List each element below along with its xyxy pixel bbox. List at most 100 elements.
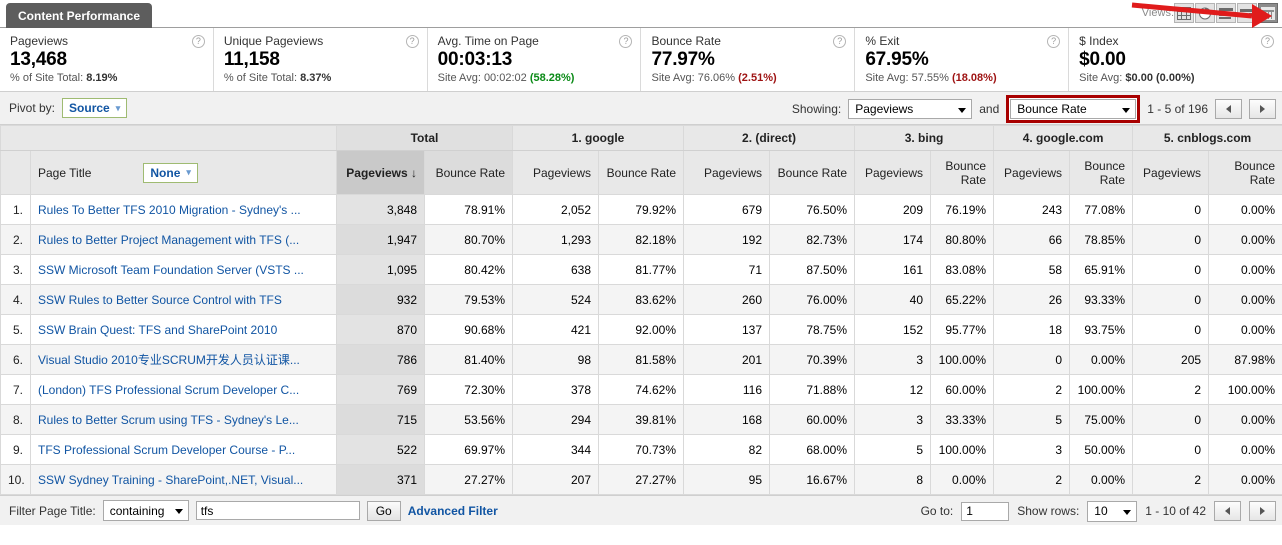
tab-label: Content Performance	[18, 9, 141, 23]
help-icon[interactable]: ?	[619, 35, 633, 48]
page-title-link[interactable]: SSW Brain Quest: TFS and SharePoint 2010	[38, 322, 278, 337]
table-view-icon[interactable]	[1174, 3, 1194, 23]
cell-cnblogs-com-pageviews: 0	[1132, 284, 1210, 315]
metric1-select[interactable]: Pageviews	[848, 98, 973, 119]
page-title-link[interactable]: SSW Rules to Better Source Control with …	[38, 292, 282, 307]
metric-title: Unique Pageviews	[223, 34, 324, 48]
cell-google-com-pageviews: 58	[993, 254, 1071, 285]
header-direct-bounce-rate[interactable]: Bounce Rate	[769, 150, 856, 195]
footer-range-text: 1 - 10 of 42	[1145, 504, 1206, 518]
showing-group: Showing: Pageviews and Bounce Rate 1 - 5…	[792, 92, 1276, 125]
metric-subtext: Site Avg: 76.06% (2.51%)	[651, 71, 844, 85]
header-bing-pageviews[interactable]: Pageviews	[854, 150, 932, 195]
cell-google-com-bounce-rate: 78.85%	[1069, 224, 1134, 255]
views-label: Views:	[1141, 7, 1174, 19]
cell-google-com-pageviews: 2	[993, 464, 1071, 495]
cell-direct-bounce-rate: 76.50%	[769, 194, 856, 225]
cell-bing-pageviews: 12	[854, 374, 932, 405]
advanced-filter-link[interactable]: Advanced Filter	[407, 503, 498, 518]
page-title-link[interactable]: (London) TFS Professional Scrum Develope…	[38, 382, 300, 397]
chevron-down-icon	[958, 107, 967, 113]
page-title-link[interactable]: Visual Studio 2010专业SCRUM开发人员认证课...	[38, 353, 300, 367]
cell-bing-bounce-rate: 33.33%	[930, 404, 995, 435]
footer-next-button[interactable]	[1249, 501, 1276, 521]
comparison-view-icon[interactable]	[1237, 3, 1257, 23]
cell-google-com-pageviews: 3	[993, 434, 1071, 465]
header-google-com-bounce-rate[interactable]: Bounce Rate	[1069, 150, 1134, 195]
secondary-dimension-value: None	[150, 165, 181, 180]
cell-total-bounce-rate: 90.68%	[424, 314, 513, 345]
cell-bing-pageviews: 3	[854, 404, 932, 435]
header-google-pageviews[interactable]: Pageviews	[512, 150, 599, 195]
tab-content-performance[interactable]: Content Performance	[6, 3, 153, 28]
cell-google-bounce-rate: 82.18%	[597, 224, 685, 255]
table-row: 5. SSW Brain Quest: TFS and SharePoint 20…	[0, 314, 1282, 345]
metric-subtext: % of Site Total: 8.37%	[224, 71, 417, 85]
page-title-link[interactable]: Rules to Better Project Management with …	[38, 232, 300, 247]
cell-direct-bounce-rate: 70.39%	[769, 344, 856, 375]
bar-performance-view-icon[interactable]	[1216, 3, 1236, 23]
cell-total-pageviews: 715	[336, 404, 425, 435]
cell-google-com-bounce-rate: 65.91%	[1069, 254, 1134, 285]
header-google-bounce-rate[interactable]: Bounce Rate	[597, 150, 685, 195]
cell-direct-bounce-rate: 68.00%	[769, 434, 856, 465]
pivot-view-icon[interactable]	[1258, 3, 1278, 23]
metric-title: $ Index	[1079, 34, 1119, 48]
cell-total-bounce-rate: 78.91%	[424, 194, 513, 225]
help-icon[interactable]: ?	[1047, 35, 1061, 48]
cell-total-bounce-rate: 79.53%	[424, 284, 513, 315]
metric-sub-value: 8.37%	[300, 72, 332, 84]
header-cnblogs-com-bounce-rate[interactable]: Bounce Rate	[1208, 150, 1282, 195]
page-title-link[interactable]: Rules to Better Scrum using TFS - Sydney…	[38, 412, 299, 427]
filter-text-input[interactable]	[195, 501, 360, 520]
footer-prev-button[interactable]	[1214, 501, 1241, 521]
metric2-select[interactable]: Bounce Rate	[1010, 98, 1137, 119]
header-total-pageviews[interactable]: Pageviews ↓	[336, 150, 425, 195]
cell-google-pageviews: 378	[512, 374, 599, 405]
pivot-next-button[interactable]	[1249, 98, 1276, 119]
arrow-left-icon	[1226, 104, 1231, 113]
cell-google-com-pageviews: 26	[993, 284, 1071, 315]
page-title-link[interactable]: Rules To Better TFS 2010 Migration - Syd…	[38, 202, 301, 217]
report-tab-strip: Content Performance Views:	[0, 0, 1282, 28]
filter-mode-select[interactable]: containing	[102, 500, 189, 521]
header-google-com-pageviews[interactable]: Pageviews	[993, 150, 1071, 195]
metric-value: 00:03:13	[437, 49, 513, 70]
show-rows-value: 10	[1094, 504, 1108, 518]
page-title-link[interactable]: SSW Sydney Training - SharePoint,.NET, V…	[38, 472, 304, 487]
metric-subtext: Site Avg: $0.00 (0.00%)	[1079, 71, 1272, 85]
table-row: 7. (London) TFS Professional Scrum Develo…	[0, 374, 1282, 405]
header-direct-pageviews[interactable]: Pageviews	[683, 150, 771, 195]
page-title-link[interactable]: TFS Professional Scrum Developer Course …	[38, 442, 296, 457]
cell-google-com-bounce-rate: 0.00%	[1069, 344, 1134, 375]
cell-direct-bounce-rate: 82.73%	[769, 224, 856, 255]
help-icon[interactable]: ?	[833, 35, 847, 48]
pivot-prev-button[interactable]	[1215, 98, 1242, 119]
metric-subtext: % of Site Total: 8.19%	[10, 71, 203, 85]
secondary-dimension-select[interactable]: None ▾	[143, 162, 198, 183]
group-header-direct: 2. (direct)	[683, 125, 856, 151]
page-title-link[interactable]: SSW Microsoft Team Foundation Server (VS…	[38, 262, 304, 277]
filter-go-button[interactable]: Go	[366, 500, 401, 521]
header-cnblogs-com-pageviews[interactable]: Pageviews	[1132, 150, 1210, 195]
chevron-down-icon	[174, 509, 183, 514]
header-total-bounce-rate[interactable]: Bounce Rate	[424, 150, 513, 195]
group-header-row: Total 1. google 2. (direct) 3. bing 4. g…	[0, 125, 1282, 151]
metric-sub-value: 00:02:02	[483, 72, 527, 84]
header-bing-bounce-rate[interactable]: Bounce Rate	[930, 150, 995, 195]
help-icon[interactable]: ?	[1260, 35, 1274, 48]
cell-cnblogs-com-bounce-rate: 0.00%	[1208, 284, 1282, 315]
cell-bing-bounce-rate: 80.80%	[930, 224, 995, 255]
help-icon[interactable]: ?	[191, 35, 205, 48]
pivot-by-select[interactable]: Source ▾	[62, 98, 128, 118]
cell-bing-pageviews: 8	[854, 464, 932, 495]
show-rows-select[interactable]: 10	[1087, 500, 1138, 522]
goto-page-input[interactable]	[961, 501, 1010, 521]
cell-cnblogs-com-bounce-rate: 100.00%	[1208, 374, 1282, 405]
pie-chart-view-icon[interactable]	[1195, 3, 1215, 23]
cell-total-pageviews: 1,947	[336, 224, 425, 255]
cell-cnblogs-com-bounce-rate: 0.00%	[1208, 314, 1282, 345]
help-icon[interactable]: ?	[405, 35, 419, 48]
table-row: 6. Visual Studio 2010专业SCRUM开发人员认证课... 786…	[0, 344, 1282, 375]
filter-label: Filter Page Title:	[9, 503, 96, 518]
